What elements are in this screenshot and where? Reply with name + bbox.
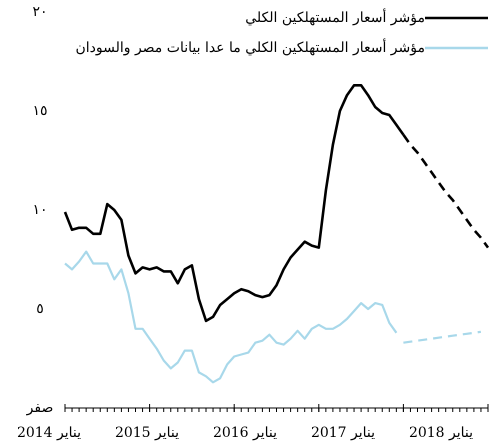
y-tick-label: ٢٠ <box>32 4 47 20</box>
forecast-line <box>403 330 482 344</box>
x-tick-label: يناير 2015 <box>115 425 179 441</box>
x-tick-label: يناير 2016 <box>213 425 277 441</box>
x-tick-label: يناير 2014 <box>17 425 81 441</box>
y-tick-label: صفر <box>26 400 54 416</box>
y-tick-label: ٥ <box>36 301 44 317</box>
line <box>64 250 398 384</box>
x-tick-label: يناير 2018 <box>409 425 473 441</box>
legend-label: مؤشر أسعار المستهلكين الكلي <box>245 7 425 26</box>
legend-label: مؤشر أسعار المستهلكين الكلي ما عدا بيانا… <box>75 37 425 56</box>
y-tick-label: ١٥ <box>32 103 47 119</box>
x-tick-label: يناير 2017 <box>311 425 375 441</box>
line <box>63 84 405 323</box>
forecast-line <box>402 134 490 249</box>
y-tick-label: ١٠ <box>32 202 47 218</box>
